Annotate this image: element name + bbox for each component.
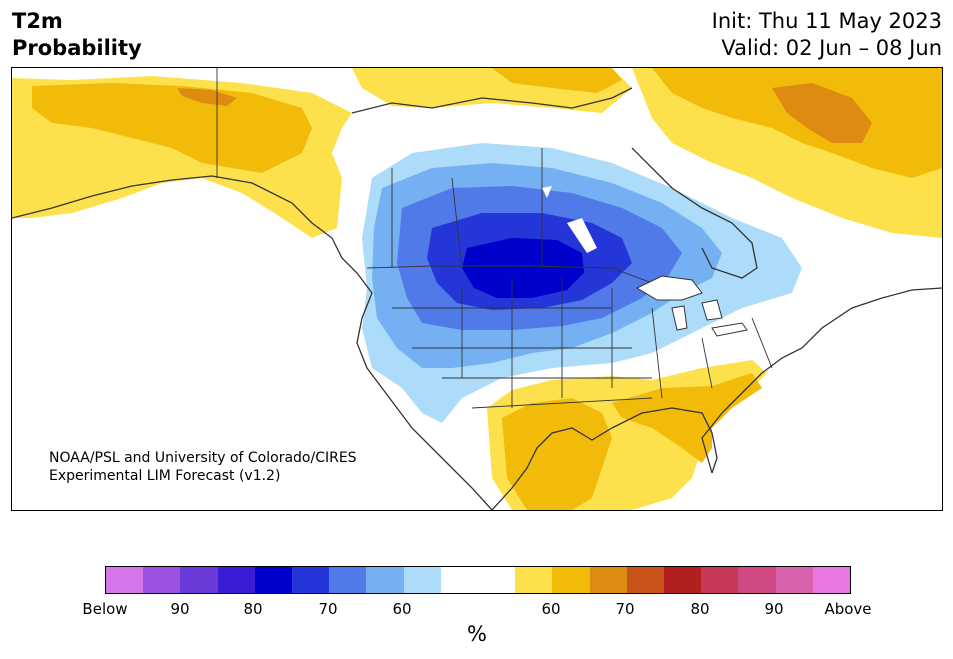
colorbar-segment <box>589 567 627 593</box>
map-panel <box>11 67 943 511</box>
colorbar-segment <box>292 567 330 593</box>
colorbar-unit: % <box>467 622 487 646</box>
colorbar-segment <box>106 567 144 593</box>
credit-text: NOAA/PSL and University of Colorado/CIRE… <box>49 449 357 485</box>
colorbar-tick-label: 60 <box>392 600 412 618</box>
colorbar-tick-label: Below <box>82 600 128 618</box>
chart-title: T2m Probability <box>12 8 142 62</box>
colorbar-segment <box>701 567 739 593</box>
colorbar-segment <box>552 567 590 593</box>
colorbar-tick-label: 70 <box>318 600 338 618</box>
colorbar-segment <box>626 567 665 593</box>
colorbar-segment <box>775 567 813 593</box>
colorbar <box>105 566 851 594</box>
colorbar-segment <box>254 567 293 593</box>
date-info: Init: Thu 11 May 2023 Valid: 02 Jun – 08… <box>712 8 942 62</box>
colorbar-tick-label: 60 <box>541 600 561 618</box>
colorbar-tick-label: 90 <box>170 600 190 618</box>
variable-name: T2m <box>12 9 63 33</box>
colorbar-segment <box>812 567 851 593</box>
credit-line-1: NOAA/PSL and University of Colorado/CIRE… <box>49 450 357 466</box>
above-70-region-greenland <box>772 83 872 143</box>
above-65-region-southeast <box>612 373 762 463</box>
product-name: Probability <box>12 36 142 60</box>
above-70-region-alaska <box>177 88 237 106</box>
below-85-region <box>462 238 584 298</box>
great-lakes <box>635 275 748 337</box>
above-65-region-south <box>502 398 612 510</box>
colorbar-segment <box>366 567 404 593</box>
credit-line-2: Experimental LIM Forecast (v1.2) <box>49 468 281 484</box>
colorbar-segment <box>329 567 367 593</box>
colorbar-segment <box>738 567 776 593</box>
lakes-canada <box>542 186 597 253</box>
colorbar-tick-label: 80 <box>690 600 710 618</box>
colorbar-tick-label: 90 <box>764 600 784 618</box>
colorbar-tick-label: 80 <box>243 600 263 618</box>
probability-map <box>12 68 942 510</box>
above-65-region-arctic <box>492 68 622 93</box>
colorbar-segment <box>440 567 516 593</box>
political-borders <box>216 68 773 409</box>
colorbar-segment <box>403 567 441 593</box>
colorbar-segment <box>180 567 218 593</box>
valid-period: Valid: 02 Jun – 08 Jun <box>721 36 942 60</box>
above-65-region-greenland <box>652 68 942 178</box>
coastlines <box>12 87 942 510</box>
colorbar-tick-label: 70 <box>615 600 635 618</box>
init-date: Init: Thu 11 May 2023 <box>711 9 942 33</box>
colorbar-segment <box>515 567 553 593</box>
colorbar-segment <box>143 567 181 593</box>
colorbar-segment <box>217 567 255 593</box>
colorbar-segment <box>664 567 702 593</box>
colorbar-tick-label: Above <box>824 600 872 618</box>
above-65-region-alaska <box>32 83 312 173</box>
